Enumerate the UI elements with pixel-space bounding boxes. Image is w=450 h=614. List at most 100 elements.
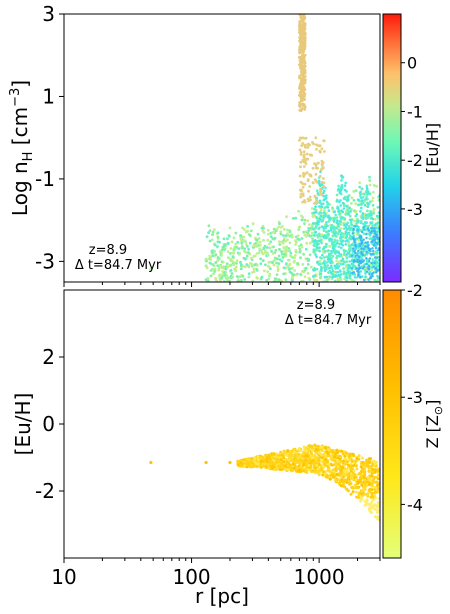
top-gas-point <box>242 235 246 239</box>
top-gas-point <box>228 234 231 238</box>
top-gas-point <box>227 256 230 260</box>
top-blue-point <box>351 232 354 235</box>
top-blue-point <box>352 227 355 231</box>
top-filament-point <box>302 165 306 168</box>
top-gas-point <box>247 265 251 269</box>
top-outer-point <box>338 200 341 204</box>
top-outer-point <box>346 268 350 272</box>
top-filament-point <box>322 181 326 185</box>
top-gas-point <box>311 237 314 241</box>
bottom-gas-point <box>362 475 366 479</box>
top-outer-point <box>347 212 351 216</box>
bottom-scatter-points <box>149 443 380 522</box>
top-blue-point <box>365 262 368 266</box>
top-filament-point <box>298 136 302 140</box>
bottom-gas-point <box>288 452 292 456</box>
bottom-x-ticks: 10 100 1000 <box>51 558 381 589</box>
top-blue-point <box>357 274 360 277</box>
top-gas-point <box>303 222 306 226</box>
top-gas-point <box>294 243 297 246</box>
top-gas-point <box>207 224 211 228</box>
top-gas-point <box>354 189 358 193</box>
bottom-gas-point <box>292 458 296 462</box>
bottom-gas-point <box>298 447 301 450</box>
top-gas-point <box>279 230 282 234</box>
top-filament-point <box>298 28 301 32</box>
top-outer-point <box>336 270 340 274</box>
top-gas-point <box>220 276 224 280</box>
top-gas-point <box>255 269 259 272</box>
top-annotation-time: Δ t=84.7 Myr <box>75 258 162 273</box>
top-outer-point <box>327 232 331 236</box>
bottom-y-tick-label: -2 <box>35 479 55 503</box>
top-blue-point <box>372 252 375 255</box>
top-gas-point <box>280 259 284 263</box>
top-outer-point <box>355 276 359 279</box>
bottom-gas-point <box>358 476 362 480</box>
top-gas-point <box>230 251 234 255</box>
top-gas-point <box>303 275 307 279</box>
top-filament-point <box>320 162 324 166</box>
top-gas-point <box>303 218 307 222</box>
bottom-gas-point <box>299 465 303 469</box>
top-outer-point <box>349 221 353 224</box>
bottom-colorbar <box>382 289 402 559</box>
top-gas-point <box>231 255 235 258</box>
top-gas-point <box>221 245 225 249</box>
top-gas-point <box>311 233 314 237</box>
top-gas-point <box>348 214 352 218</box>
top-gas-point <box>246 245 249 248</box>
top-gas-point <box>282 252 286 256</box>
top-gas-point <box>205 266 209 270</box>
top-outer-point <box>326 224 329 228</box>
top-outer-point <box>348 274 351 277</box>
bottom-gas-point <box>262 458 266 462</box>
bottom-colorbar-ticks: -2 -3 -4 <box>401 281 423 514</box>
top-filament-point <box>301 14 305 18</box>
top-filament-point <box>306 146 310 149</box>
bottom-gas-point <box>256 458 260 462</box>
top-filament-point <box>299 180 303 184</box>
top-outer-point <box>343 227 346 230</box>
top-gas-point <box>208 229 212 233</box>
top-gas-point <box>251 222 255 226</box>
top-gas-point <box>266 228 270 232</box>
top-gas-point <box>270 249 273 253</box>
top-outer-point <box>345 235 349 238</box>
bottom-panel: 2 0 -2 10 100 1000 [Eu/H] r [pc] z=8.9 Δ t=8… <box>11 281 445 608</box>
top-filament-point <box>322 139 326 143</box>
top-gas-point <box>358 181 362 185</box>
top-outer-point <box>349 271 352 275</box>
top-filament-point <box>298 63 301 67</box>
top-outer-point <box>348 206 351 210</box>
top-gas-point <box>205 235 209 239</box>
top-outer-point <box>368 237 372 240</box>
top-outer-point <box>363 193 366 196</box>
top-gas-point <box>266 270 270 274</box>
top-gas-point <box>247 275 251 279</box>
top-outer-point <box>333 210 337 213</box>
top-gas-point <box>304 247 308 251</box>
top-blue-point <box>365 236 368 240</box>
bottom-gas-point <box>248 460 252 464</box>
top-colorbar-ticks: 0 -1 -2 -3 <box>401 54 423 219</box>
top-outer-point <box>336 264 339 267</box>
top-outer-point <box>346 227 349 231</box>
top-filament-point <box>300 68 304 72</box>
bottom-gas-point <box>365 458 369 462</box>
top-gas-point <box>267 261 271 264</box>
top-filament-point <box>313 202 316 205</box>
top-blue-point <box>369 231 372 234</box>
top-colorbar-label: [Eu/H] <box>423 123 442 173</box>
top-outer-point <box>318 246 321 250</box>
bottom-gas-point <box>320 453 324 457</box>
top-filament-point <box>301 182 305 186</box>
top-outer-point <box>338 212 341 216</box>
bottom-gas-point <box>260 465 264 469</box>
top-blue-point <box>370 240 373 244</box>
top-outer-point <box>334 252 337 255</box>
bottom-gas-point <box>340 478 344 481</box>
top-gas-point <box>277 278 281 282</box>
bottom-gas-point <box>343 470 347 474</box>
top-outer-point <box>359 209 362 213</box>
